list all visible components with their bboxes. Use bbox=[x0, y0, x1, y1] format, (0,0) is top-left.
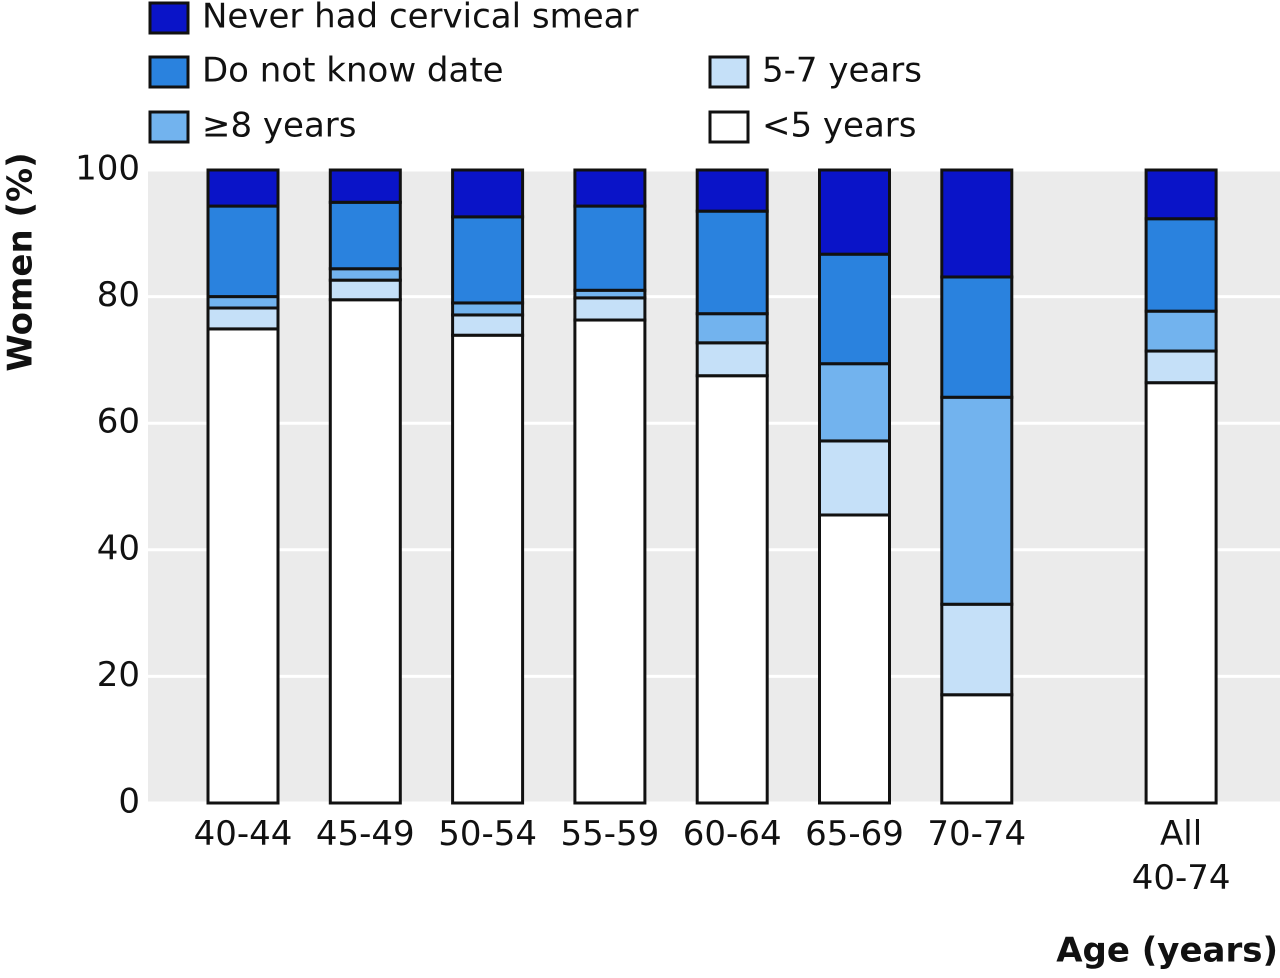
bar-segment bbox=[206, 327, 280, 805]
y-axis-label: Women (%) bbox=[1, 152, 41, 371]
bar-segment bbox=[695, 209, 769, 316]
legend-label: 5-7 years bbox=[762, 51, 922, 91]
bar-segment bbox=[451, 168, 525, 219]
legend-label: Never had cervical smear bbox=[202, 0, 638, 37]
bar-segment bbox=[695, 341, 769, 378]
bar-segment bbox=[940, 168, 1014, 279]
bar-segment bbox=[818, 439, 891, 517]
legend-label: Do not know date bbox=[202, 51, 504, 91]
bar-segment bbox=[451, 215, 525, 305]
bar-segment bbox=[695, 168, 769, 213]
legend-swatch bbox=[708, 55, 750, 89]
y-tick-label: 40 bbox=[97, 528, 140, 568]
y-tick-label: 20 bbox=[97, 655, 140, 695]
bar-segment bbox=[451, 313, 525, 337]
legend-swatch bbox=[148, 55, 190, 89]
bar-segment bbox=[328, 278, 402, 302]
x-tick-label: 65-69 bbox=[805, 814, 904, 854]
bar-segment bbox=[1144, 349, 1218, 385]
bar-segment bbox=[1144, 381, 1218, 805]
bar-segment bbox=[1144, 309, 1218, 353]
x-tick-label: 40-44 bbox=[193, 814, 293, 854]
bar-segment bbox=[940, 693, 1014, 805]
legend-label: ≥8 years bbox=[202, 106, 357, 146]
bar-segment bbox=[328, 168, 402, 204]
bar-segment bbox=[451, 333, 525, 805]
x-tick-label: 55-59 bbox=[560, 814, 660, 854]
x-tick-label: All 40-74 bbox=[1131, 814, 1231, 898]
x-tick-label: 45-49 bbox=[315, 814, 415, 854]
bar-segment bbox=[695, 374, 769, 805]
bar-segment bbox=[206, 306, 280, 331]
bar-segment bbox=[695, 312, 769, 345]
bar-segment bbox=[573, 168, 647, 208]
bar-segment bbox=[573, 296, 647, 322]
legend-label: <5 years bbox=[762, 106, 917, 146]
y-tick-label: 100 bbox=[75, 149, 140, 189]
bar-segment bbox=[206, 168, 280, 208]
bar-segment bbox=[451, 301, 525, 317]
bar-segment bbox=[573, 318, 647, 805]
y-tick-label: 0 bbox=[118, 782, 140, 822]
legend-swatch bbox=[708, 110, 750, 144]
bar-segment bbox=[818, 513, 891, 805]
bar-segment bbox=[328, 200, 402, 271]
bar-segment bbox=[818, 362, 891, 443]
bar-segment bbox=[818, 168, 891, 256]
bar-segment bbox=[1144, 168, 1218, 221]
bar-segment bbox=[940, 275, 1014, 399]
y-tick-label: 80 bbox=[97, 275, 140, 315]
bar-segment bbox=[206, 204, 280, 299]
legend-swatch bbox=[148, 1, 190, 35]
bar-segment bbox=[328, 267, 402, 282]
bar-segment bbox=[818, 252, 891, 366]
x-tick-label: 60-64 bbox=[682, 814, 782, 854]
bar-segment bbox=[328, 298, 402, 805]
x-tick-label: 50-54 bbox=[438, 814, 537, 854]
bar-segment bbox=[940, 395, 1014, 606]
bar-segment bbox=[206, 295, 280, 310]
legend-swatch bbox=[148, 110, 190, 144]
x-axis-label: Age (years) bbox=[1056, 931, 1278, 971]
bar-segment bbox=[940, 602, 1014, 697]
bar-segment bbox=[1144, 217, 1218, 313]
x-tick-label: 70-74 bbox=[927, 814, 1027, 854]
y-tick-label: 60 bbox=[97, 402, 140, 442]
bar-segment bbox=[573, 204, 647, 292]
